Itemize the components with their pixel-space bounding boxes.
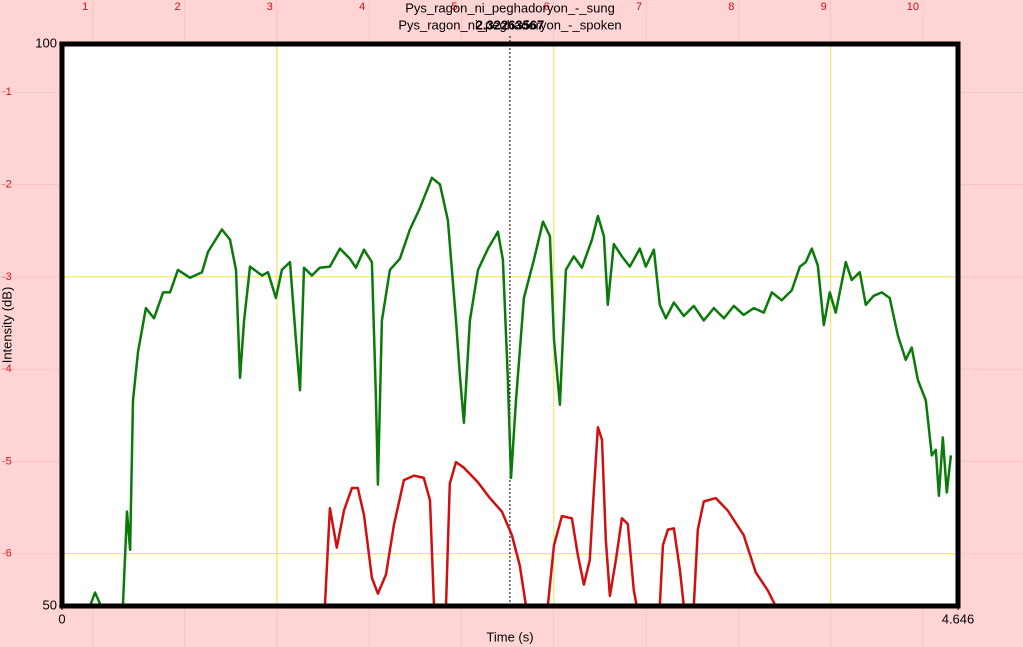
x-tick-label: 0 xyxy=(58,611,65,626)
series-line xyxy=(323,426,777,607)
y-tick-label: 50 xyxy=(43,597,57,612)
x-tick-label: 4.646 xyxy=(942,611,975,626)
ruler-label: 7 xyxy=(636,1,642,13)
ruler-label: 10 xyxy=(907,1,919,13)
x-axis-label: Time (s) xyxy=(486,629,533,644)
ruler-label: 6 xyxy=(544,1,550,13)
series-line xyxy=(82,176,953,608)
ruler-label: 3 xyxy=(267,1,273,13)
cursor-label: 2.32263567 xyxy=(476,17,545,32)
legend-entry: Pys_ragon_ni_peghadoryon_-_sung xyxy=(405,0,615,15)
ruler-label: 9 xyxy=(821,1,827,13)
legend-entry: Pys_ragon_ni_peghadoryon_-_spoken xyxy=(398,17,621,32)
y-tick-label: 100 xyxy=(35,35,57,50)
ruler-label: 4 xyxy=(359,1,365,13)
ruler-label: 8 xyxy=(728,1,734,13)
y-axis-label: Intensity (dB) xyxy=(0,287,14,364)
plot-frame xyxy=(59,41,961,609)
ruler-label: 1 xyxy=(82,1,88,13)
ruler-label: 5 xyxy=(451,1,457,13)
ruler-label: 2 xyxy=(174,1,180,13)
